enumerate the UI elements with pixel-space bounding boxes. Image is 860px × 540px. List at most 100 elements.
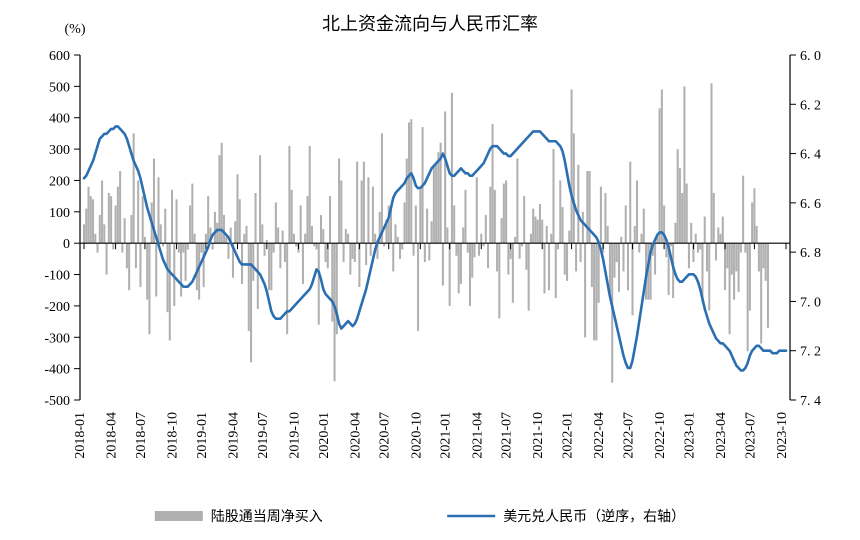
- bar: [273, 243, 275, 252]
- bar: [243, 234, 245, 243]
- x-tick-label: 2018-01: [73, 412, 88, 459]
- bar: [690, 223, 692, 243]
- bar: [90, 196, 92, 243]
- bar: [681, 193, 683, 243]
- y1-tick-label: -200: [44, 300, 70, 315]
- bar: [523, 196, 525, 243]
- bar: [742, 176, 744, 243]
- bar: [139, 243, 141, 287]
- bar: [460, 243, 462, 284]
- legend-bar-swatch: [155, 511, 203, 521]
- bar: [250, 243, 252, 362]
- bar: [449, 243, 451, 306]
- bar: [710, 83, 712, 243]
- x-tick-label: 2020-04: [348, 412, 363, 459]
- bar: [404, 202, 406, 243]
- bar: [394, 224, 396, 243]
- bar: [473, 243, 475, 257]
- y1-tick-label: 600: [49, 49, 70, 64]
- bar: [182, 243, 184, 252]
- bar: [541, 220, 543, 244]
- bar: [433, 165, 435, 243]
- bar: [534, 217, 536, 244]
- bar: [580, 243, 582, 262]
- x-tick-label: 2021-01: [439, 412, 454, 459]
- x-tick-label: 2023-01: [682, 412, 697, 459]
- bar: [300, 206, 302, 244]
- x-tick-label: 2022-07: [622, 412, 637, 459]
- y2-tick-label: 7. 2: [800, 345, 821, 360]
- y2-tick-label: 6. 6: [800, 197, 821, 212]
- bar: [458, 243, 460, 293]
- bar: [641, 234, 643, 243]
- bar: [586, 171, 588, 243]
- x-tick-label: 2019-04: [226, 412, 241, 459]
- bar: [731, 243, 733, 274]
- bar: [413, 243, 415, 256]
- bar: [166, 243, 168, 312]
- bar: [634, 226, 636, 243]
- bar: [234, 221, 236, 243]
- bar: [137, 180, 139, 243]
- bar: [562, 207, 564, 243]
- bar: [322, 229, 324, 243]
- bar: [765, 243, 767, 281]
- bar: [185, 243, 187, 281]
- y2-tick-label: 7. 4: [800, 394, 821, 409]
- bar: [550, 234, 552, 243]
- bar: [223, 215, 225, 243]
- bar: [516, 159, 518, 244]
- chart-container: 北上资金流向与人民币汇率(%)-500-400-300-200-10001002…: [0, 0, 860, 540]
- bars-group: [83, 83, 769, 383]
- bar: [356, 162, 358, 244]
- bar: [338, 159, 340, 244]
- bar: [631, 243, 633, 315]
- bar: [577, 165, 579, 243]
- x-tick-label: 2023-10: [775, 412, 790, 459]
- bar: [92, 199, 94, 243]
- bar: [555, 243, 557, 298]
- y1-tick-label: -100: [44, 269, 70, 284]
- bar: [751, 202, 753, 243]
- bar: [205, 234, 207, 243]
- bar: [135, 243, 137, 268]
- bar: [643, 209, 645, 244]
- bar: [613, 243, 615, 278]
- bar: [595, 243, 597, 340]
- bar: [543, 243, 545, 293]
- x-tick-label: 2021-10: [531, 412, 546, 459]
- bar: [478, 243, 480, 256]
- bar: [552, 149, 554, 243]
- bar: [686, 184, 688, 244]
- bar: [426, 209, 428, 244]
- y2-tick-label: 7. 0: [800, 295, 821, 310]
- bar: [410, 119, 412, 243]
- bar: [417, 243, 419, 331]
- bar: [496, 243, 498, 271]
- bar: [428, 243, 430, 260]
- bar: [115, 206, 117, 244]
- bar: [697, 243, 699, 252]
- bar: [720, 234, 722, 243]
- bar: [622, 243, 624, 271]
- bar: [354, 243, 356, 262]
- bar: [345, 229, 347, 243]
- bar: [311, 226, 313, 243]
- bar: [245, 226, 247, 243]
- bar: [169, 243, 171, 340]
- bar: [106, 243, 108, 274]
- bar: [320, 215, 322, 243]
- bar: [343, 243, 345, 262]
- bar: [194, 234, 196, 243]
- bar: [365, 243, 367, 265]
- bar: [180, 243, 182, 296]
- bar: [525, 243, 527, 270]
- bar: [399, 243, 401, 259]
- bar: [367, 177, 369, 243]
- bar: [546, 226, 548, 243]
- y1-tick-label: -400: [44, 363, 70, 378]
- bar: [315, 243, 317, 249]
- bar: [704, 217, 706, 244]
- bar: [142, 196, 144, 243]
- bar: [519, 243, 521, 259]
